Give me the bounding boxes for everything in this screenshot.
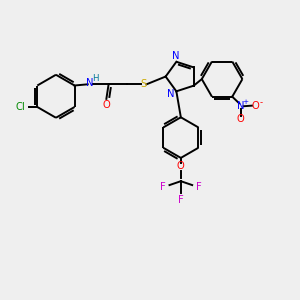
Text: N: N [167,89,175,99]
Text: O: O [237,114,244,124]
Text: S: S [140,79,147,89]
Text: H: H [92,74,99,83]
Text: N: N [172,51,179,62]
Text: O: O [102,100,110,110]
Text: Cl: Cl [15,102,25,112]
Text: -: - [260,98,263,107]
Text: +: + [242,99,248,105]
Text: O: O [251,100,259,111]
Text: F: F [160,182,166,192]
Text: O: O [177,161,185,171]
Text: N: N [86,78,94,88]
Text: N: N [237,101,244,111]
Text: F: F [178,195,184,205]
Text: F: F [196,182,202,192]
